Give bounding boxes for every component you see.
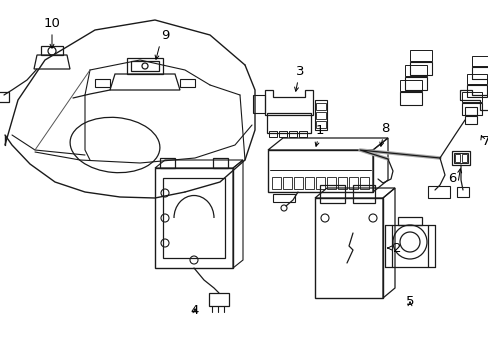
Text: 1: 1 <box>315 124 324 137</box>
Bar <box>404 77 426 90</box>
Bar <box>471 56 488 66</box>
Bar <box>279 131 286 137</box>
Bar <box>41 46 63 55</box>
Bar <box>252 95 264 113</box>
Bar <box>464 107 476 115</box>
Bar <box>288 131 296 137</box>
Text: 5: 5 <box>405 295 413 308</box>
Text: 6: 6 <box>447 172 455 185</box>
Text: 2: 2 <box>392 242 401 255</box>
Bar <box>397 217 421 225</box>
Text: 8: 8 <box>380 122 388 135</box>
Bar <box>271 177 281 189</box>
Bar <box>268 131 276 137</box>
Bar <box>315 121 325 128</box>
Bar <box>95 79 110 87</box>
Bar <box>315 112 325 119</box>
Bar <box>160 158 175 168</box>
Bar <box>399 92 421 105</box>
Bar <box>266 113 310 133</box>
Text: 3: 3 <box>295 65 304 78</box>
Bar <box>451 151 469 165</box>
Bar <box>272 194 294 202</box>
Bar <box>283 177 291 189</box>
Bar <box>213 158 227 168</box>
Bar <box>456 187 468 197</box>
Bar <box>337 177 346 189</box>
Bar <box>464 116 476 124</box>
Text: 4: 4 <box>190 304 199 317</box>
Bar <box>180 79 195 87</box>
Bar <box>319 185 345 203</box>
Bar <box>315 177 325 189</box>
Text: 10: 10 <box>43 17 61 30</box>
Bar <box>314 100 326 130</box>
Bar <box>326 177 335 189</box>
Text: 9: 9 <box>161 29 169 42</box>
Bar <box>315 103 325 110</box>
Bar <box>409 50 431 61</box>
Bar <box>461 103 481 115</box>
Bar <box>399 80 421 91</box>
Bar <box>409 62 431 75</box>
Bar <box>163 178 224 258</box>
Bar <box>305 177 313 189</box>
Bar <box>471 67 488 79</box>
Text: 7: 7 <box>481 135 488 148</box>
Bar <box>352 185 374 203</box>
Bar <box>127 58 163 74</box>
Bar <box>298 131 306 137</box>
Bar <box>155 168 232 268</box>
Bar <box>267 150 372 192</box>
Bar <box>359 177 368 189</box>
Bar <box>293 177 303 189</box>
Bar <box>314 198 382 298</box>
Bar <box>131 61 159 71</box>
Bar <box>404 65 426 76</box>
Bar <box>461 154 466 162</box>
Bar <box>466 74 486 84</box>
Bar <box>427 186 449 198</box>
Bar <box>348 177 357 189</box>
Bar <box>461 92 481 102</box>
Bar <box>0 92 9 102</box>
Bar <box>454 154 459 162</box>
Bar <box>466 85 486 97</box>
Bar <box>391 225 427 267</box>
Bar <box>453 153 467 163</box>
